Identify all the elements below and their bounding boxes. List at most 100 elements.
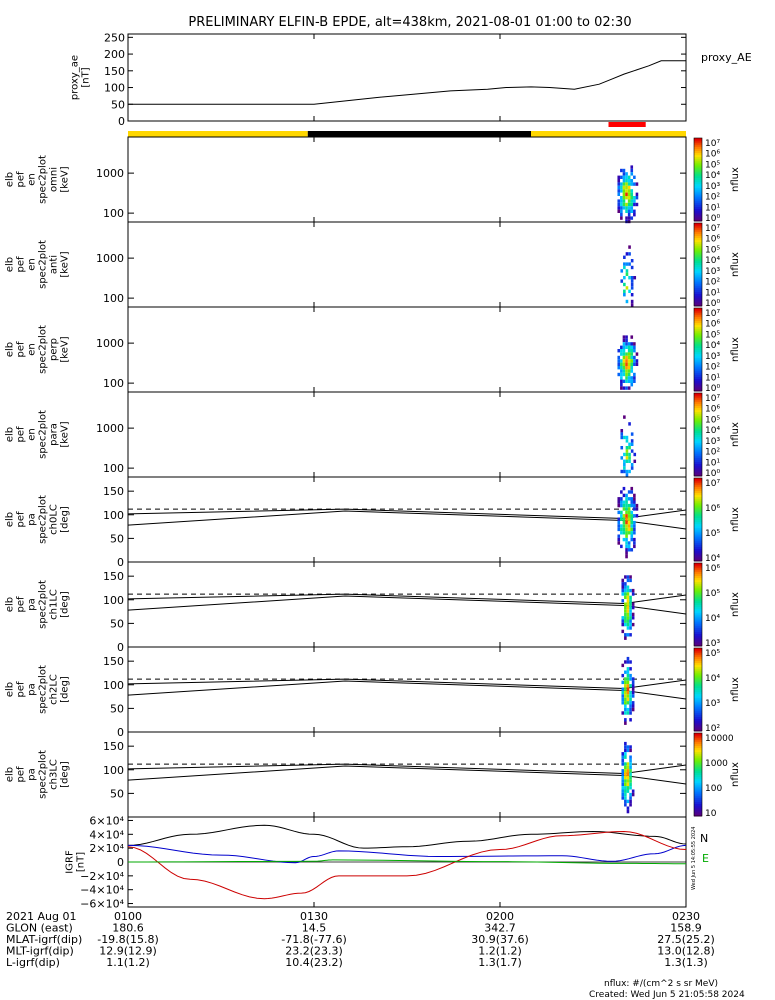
heatmap-cell xyxy=(635,196,639,200)
heatmap-cell xyxy=(625,196,628,200)
heatmap-cell xyxy=(630,209,634,213)
heatmap-cell xyxy=(633,196,636,200)
heatmap-cell xyxy=(633,493,636,498)
igrf-series-line xyxy=(127,844,687,864)
heatmap-cell xyxy=(617,541,621,545)
heatmap-cell xyxy=(625,366,628,370)
heatmap-cell xyxy=(617,185,621,190)
colorbar-cell xyxy=(694,237,702,241)
colorbar-cell xyxy=(694,654,702,657)
orbit-segment-day xyxy=(128,131,308,137)
colorbar-cell xyxy=(694,482,702,485)
colorbar-cell xyxy=(694,388,702,392)
ephem-value: 1.2(1.2) xyxy=(478,945,522,958)
ylabel-ch2LC-line: elb xyxy=(5,682,16,697)
ylabel-omni-line: spec2plot xyxy=(38,155,49,204)
heatmap-cell xyxy=(629,779,632,783)
heatmap-cell xyxy=(617,503,621,508)
heatmap-cell xyxy=(617,534,621,538)
heatmap-cell xyxy=(617,520,621,525)
colorbar-cell xyxy=(694,316,702,319)
heatmap-cell xyxy=(625,185,628,190)
heatmap-cell xyxy=(630,202,634,207)
heatmap-cell xyxy=(620,544,623,549)
heatmap-cell xyxy=(626,626,630,630)
colorbar-cell xyxy=(694,592,702,595)
colorbar-label: nflux xyxy=(730,762,741,787)
heatmap-cell xyxy=(622,342,626,346)
heatmap-cell xyxy=(621,792,625,797)
heatmap-cell xyxy=(627,216,631,220)
energy-panel-anti-frame xyxy=(127,221,687,308)
colorbar-cell xyxy=(694,670,702,674)
heatmap-cell xyxy=(625,359,628,363)
heatmap-cell xyxy=(629,694,632,698)
heatmap-cell xyxy=(624,697,627,702)
colorbar-cell xyxy=(694,755,702,759)
heatmap-cell xyxy=(622,500,626,504)
y-tick-label: 1000 xyxy=(96,422,124,435)
heatmap-cell xyxy=(617,182,621,186)
heatmap-cell xyxy=(627,206,631,210)
colorbar-cell xyxy=(694,297,702,301)
heatmap-cell xyxy=(630,369,634,373)
heatmap-cell xyxy=(625,342,628,346)
colorbar-cell xyxy=(694,664,702,668)
heatmap-cell xyxy=(621,772,625,776)
colorbar-cell xyxy=(694,660,702,664)
heatmap-cell xyxy=(621,687,625,691)
heatmap-cell xyxy=(620,429,624,433)
heatmap-cell xyxy=(631,592,635,596)
heatmap-cell xyxy=(626,599,630,603)
heatmap-cell xyxy=(627,352,631,356)
colorbar-cell xyxy=(694,573,702,576)
colorbar-cell xyxy=(694,735,702,738)
heatmap-cell xyxy=(620,490,623,494)
y-tick-label: 150 xyxy=(103,570,124,583)
ylabel-anti-line: elb xyxy=(5,257,16,272)
colorbar-cell xyxy=(694,807,702,811)
y-tick-label: 100 xyxy=(103,679,124,692)
heatmap-cell xyxy=(626,786,630,790)
heatmap-cell xyxy=(631,605,635,610)
colorbar-cell xyxy=(694,411,702,415)
heatmap-cell xyxy=(633,372,636,377)
colorbar-cell xyxy=(694,704,702,707)
colorbar-cell xyxy=(694,328,702,332)
colorbar-tick-label: 10² xyxy=(705,278,720,288)
heatmap-cell xyxy=(620,527,623,532)
colorbar-cell xyxy=(694,689,702,693)
heatmap-cell xyxy=(633,459,637,463)
heatmap-cell xyxy=(626,806,630,810)
heatmap-cell xyxy=(633,276,637,280)
colorbar-cell xyxy=(694,413,702,417)
heatmap-cell xyxy=(622,366,626,370)
heatmap-cell xyxy=(620,168,623,173)
heatmap-cell xyxy=(627,517,631,521)
heatmap-cell xyxy=(620,386,623,390)
heatmap-cell xyxy=(620,376,623,380)
heatmap-cell xyxy=(617,366,621,370)
heatmap-cell xyxy=(625,510,628,515)
heatmap-cell xyxy=(622,185,626,190)
colorbar-cell xyxy=(694,241,702,245)
heatmap-cell xyxy=(629,711,632,715)
heatmap-cell xyxy=(621,694,625,698)
heatmap-cell xyxy=(630,531,634,535)
colorbar-frame xyxy=(693,732,703,817)
ylabel-omni-line: elb xyxy=(5,172,16,187)
colorbar-cell xyxy=(694,766,702,769)
colorbar-cell xyxy=(694,330,702,334)
heatmap-cell xyxy=(626,684,630,688)
legend-e: E xyxy=(702,852,709,865)
colorbar-cell xyxy=(694,720,702,724)
heatmap-cell xyxy=(630,524,634,528)
heatmap-cell xyxy=(620,369,623,373)
y-tick-label: 50 xyxy=(110,532,124,545)
heatmap-cell xyxy=(629,578,632,583)
heatmap-cell xyxy=(629,619,632,623)
colorbar-ch3LC: 10 100 1000 10000 nflux xyxy=(693,732,741,819)
heatmap-cell xyxy=(620,432,624,436)
colorbar-cell xyxy=(694,173,702,176)
colorbar-cell xyxy=(694,631,702,635)
